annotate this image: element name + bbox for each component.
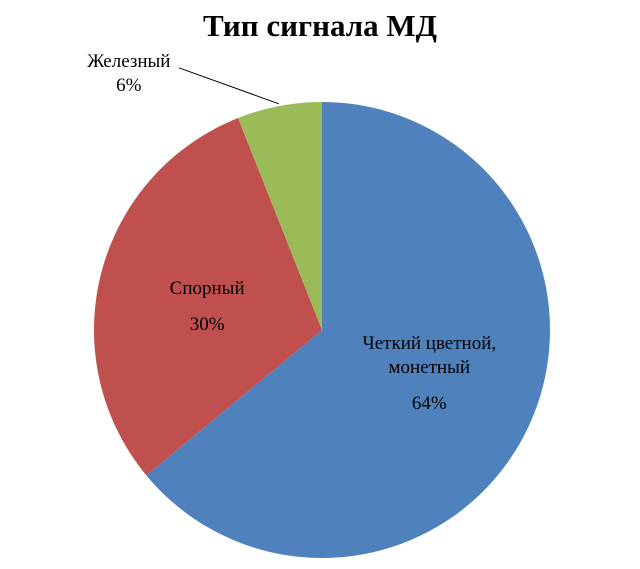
slice-label: Четкий цветной, монетный bbox=[362, 333, 497, 379]
value-label: 6% bbox=[116, 74, 142, 96]
value-label: 30% bbox=[189, 313, 225, 335]
pie-slice bbox=[94, 118, 322, 476]
slice-label: Спорный bbox=[169, 277, 245, 299]
pie-slice bbox=[146, 102, 550, 558]
pie-slice bbox=[238, 102, 322, 330]
leader-line bbox=[178, 67, 280, 105]
value-label: 64% bbox=[411, 393, 447, 415]
slice-label: Железный bbox=[87, 50, 171, 72]
chart-title: Тип сигнала МД bbox=[203, 8, 437, 43]
